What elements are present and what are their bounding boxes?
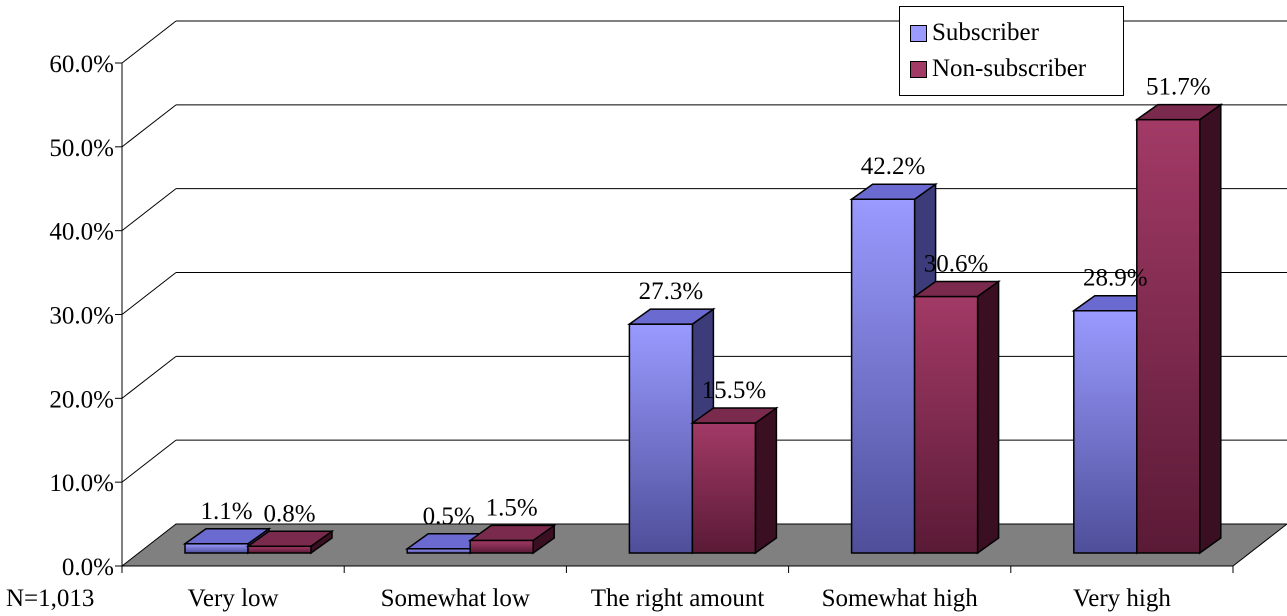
gridline-diagonal (121, 355, 177, 399)
bar-front (1073, 309, 1138, 554)
gridline-diagonal (121, 20, 177, 64)
x-tick-label: Very low (188, 585, 279, 612)
bar-front (628, 323, 694, 554)
data-label: 15.5% (702, 377, 767, 404)
bar-front (913, 295, 979, 554)
bar-top (467, 524, 557, 542)
bar-non-subscriber (467, 523, 557, 555)
legend-item-subscriber: Subscriber (910, 17, 1039, 49)
data-label: 42.2% (861, 153, 926, 180)
y-tick-label: 0.0% (62, 554, 114, 581)
bar-top (690, 407, 779, 424)
data-label: 30.6% (924, 250, 989, 277)
x-tick-label: Very high (1073, 585, 1171, 612)
y-tick-label: 30.0% (49, 303, 114, 330)
bar-non-subscriber (245, 529, 335, 555)
data-label: 51.7% (1146, 74, 1211, 101)
bar-side (754, 406, 778, 555)
data-label: 27.3% (639, 278, 704, 305)
bar-top (182, 528, 272, 545)
data-label: 1.5% (486, 494, 538, 521)
legend-swatch-non-subscriber (910, 60, 927, 78)
x-tick-label: Somewhat low (381, 585, 530, 612)
legend-label-subscriber: Subscriber (932, 19, 1039, 46)
bar-top (1134, 103, 1224, 121)
bar-front (247, 545, 312, 554)
y-tick-label: 20.0% (49, 386, 114, 413)
data-label: 28.9% (1083, 265, 1148, 292)
bar-front (469, 539, 534, 554)
bar-non-subscriber (1134, 103, 1224, 555)
gridline-diagonal (121, 188, 177, 232)
data-label: 1.1% (200, 498, 252, 525)
bar-front (184, 543, 249, 554)
bar-front (850, 198, 916, 554)
y-tick-label: 40.0% (49, 219, 114, 246)
gridline-diagonal (121, 272, 177, 315)
gridline-diagonal (121, 439, 177, 483)
legend-item-non-subscriber: Non-subscriber (910, 53, 1086, 85)
x-tick-label: Somewhat high (822, 585, 979, 612)
bar-side (1199, 103, 1222, 555)
bar-top (849, 183, 938, 200)
bar-top (912, 280, 1001, 298)
y-tick-label: 60.0% (49, 51, 114, 78)
bar-front (691, 422, 757, 554)
bar-top (245, 530, 335, 548)
data-label: 0.5% (423, 503, 475, 530)
y-tick-label: 50.0% (49, 135, 114, 162)
gridline-diagonal (121, 104, 177, 148)
bar-front (1136, 118, 1201, 554)
legend: Subscriber Non-subscriber (899, 6, 1124, 96)
y-tick-label: 10.0% (49, 470, 114, 497)
bar-top (627, 308, 716, 325)
sample-size-note: N=1,013 (6, 585, 94, 612)
bar-non-subscriber (690, 406, 779, 555)
legend-label-non-subscriber: Non-subscriber (932, 55, 1087, 82)
bar-side (976, 280, 1000, 555)
data-label: 0.8% (263, 500, 315, 527)
bar-non-subscriber (912, 280, 1001, 555)
x-tick-label: The right amount (591, 585, 765, 612)
legend-swatch-subscriber (910, 24, 927, 42)
